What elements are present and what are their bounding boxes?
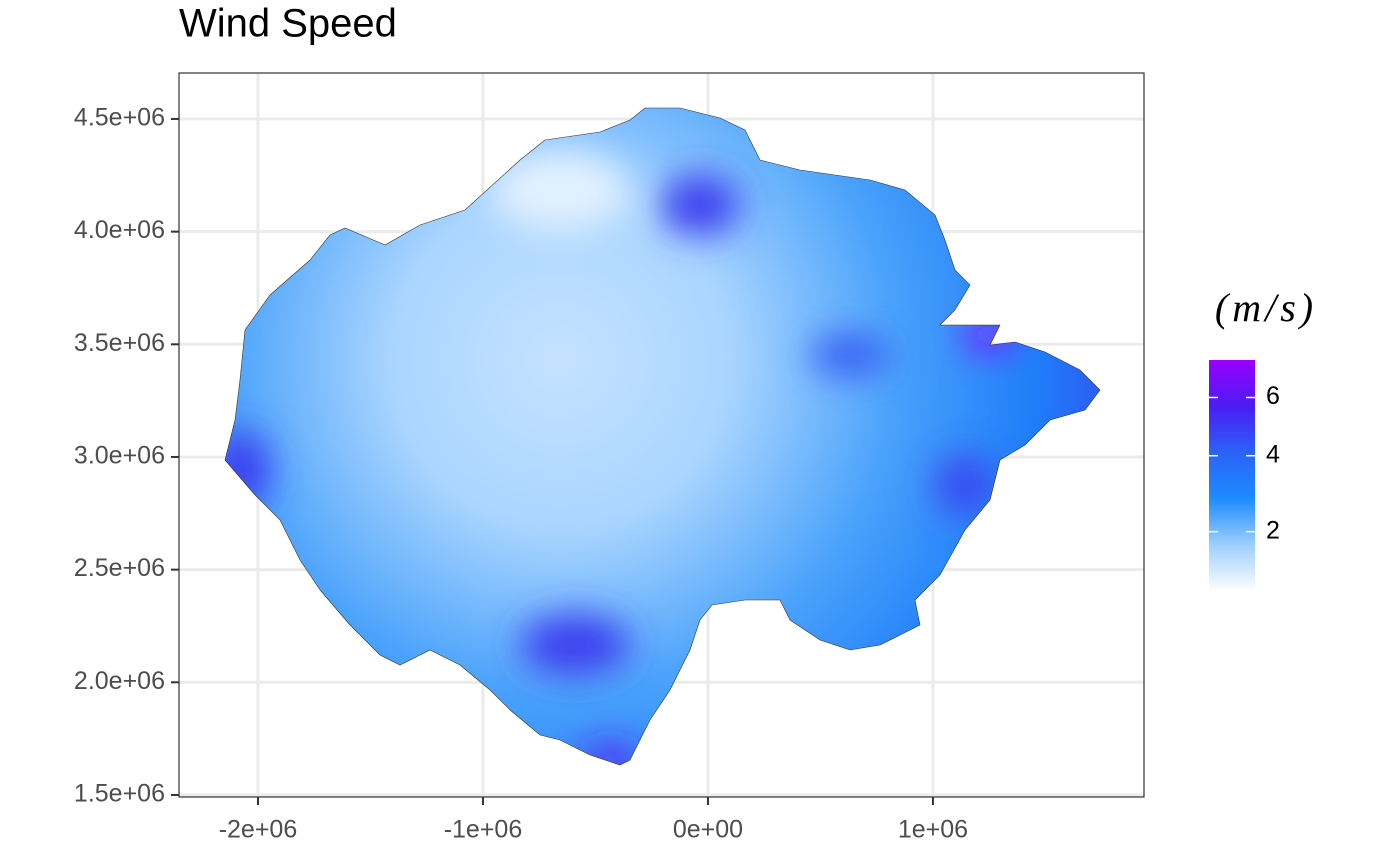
y-tick-label: 2.0e+06 (74, 667, 165, 695)
x-tick-label: -1e+06 (444, 816, 523, 844)
colorbar-tick-label: 6 (1266, 382, 1280, 410)
x-tick-label: 1e+06 (898, 816, 968, 844)
colorbar-tick-label: 2 (1266, 516, 1280, 544)
y-tick-label: 3.0e+06 (74, 442, 165, 470)
y-tick-label: 1.5e+06 (74, 780, 165, 808)
colorbar (1209, 360, 1255, 592)
legend-title: (m/s) (1215, 285, 1317, 330)
x-tick-label: 0e+00 (673, 816, 743, 844)
y-tick-label: 4.5e+06 (74, 104, 165, 132)
y-tick-label: 4.0e+06 (74, 216, 165, 244)
y-tick-label: 3.5e+06 (74, 329, 165, 357)
x-tick-label: -2e+06 (219, 816, 298, 844)
chart-title: Wind Speed (179, 2, 397, 46)
colorbar-tick-label: 4 (1266, 440, 1280, 468)
y-tick-label: 2.5e+06 (74, 554, 165, 582)
panel-border (178, 72, 1145, 798)
